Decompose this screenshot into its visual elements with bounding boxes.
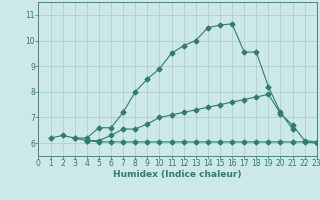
X-axis label: Humidex (Indice chaleur): Humidex (Indice chaleur): [113, 170, 242, 179]
